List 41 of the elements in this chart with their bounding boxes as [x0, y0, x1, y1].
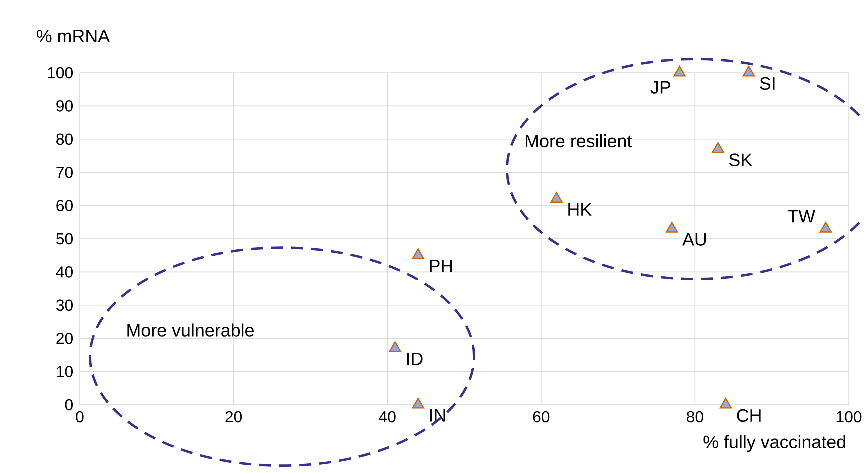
x-axis-title: % fully vaccinated — [704, 435, 846, 452]
y-tick-label: 20 — [56, 332, 74, 344]
point — [666, 222, 678, 233]
y-tick-label: 70 — [56, 166, 74, 178]
point — [412, 248, 424, 260]
y-tick-label: 0 — [65, 399, 74, 411]
point — [742, 66, 756, 77]
annotation: PH — [430, 260, 452, 272]
y-tick-label: 50 — [56, 233, 74, 245]
annotation: HK — [568, 204, 592, 216]
y-tick-label: 60 — [56, 200, 74, 212]
y-tick-label: 80 — [56, 134, 74, 146]
point — [412, 398, 424, 409]
annotation: ID — [407, 352, 423, 366]
x-tick-label: 0 — [76, 411, 84, 423]
annotation: CH — [737, 409, 761, 422]
point — [550, 192, 563, 203]
point — [820, 222, 832, 233]
x-tick-label: 20 — [226, 411, 242, 423]
y-axis-title: % mRNA — [37, 30, 110, 43]
point — [712, 142, 724, 154]
x-tick-label: 60 — [533, 411, 550, 423]
annotation: More resilient — [526, 134, 632, 148]
annotation: TW — [788, 210, 816, 223]
annotation: SI — [760, 77, 775, 90]
annotation: IN — [430, 409, 446, 422]
x-tick-label: 80 — [687, 411, 704, 423]
annotation: AU — [682, 233, 706, 246]
y-tick-label: 40 — [56, 266, 74, 278]
y-tick-label: 30 — [56, 300, 74, 312]
x-tick-label: 40 — [379, 411, 396, 423]
y-tick-label: 100 — [48, 67, 74, 79]
x-tick-label: 100 — [836, 411, 862, 423]
point — [720, 398, 732, 409]
point — [674, 66, 686, 77]
annotation: SK — [729, 154, 752, 166]
annotation: More vulnerable — [128, 324, 254, 337]
y-tick-label: 10 — [57, 366, 74, 378]
y-tick-label: 90 — [56, 100, 74, 112]
annotation: JP — [650, 81, 671, 94]
point — [389, 342, 402, 352]
